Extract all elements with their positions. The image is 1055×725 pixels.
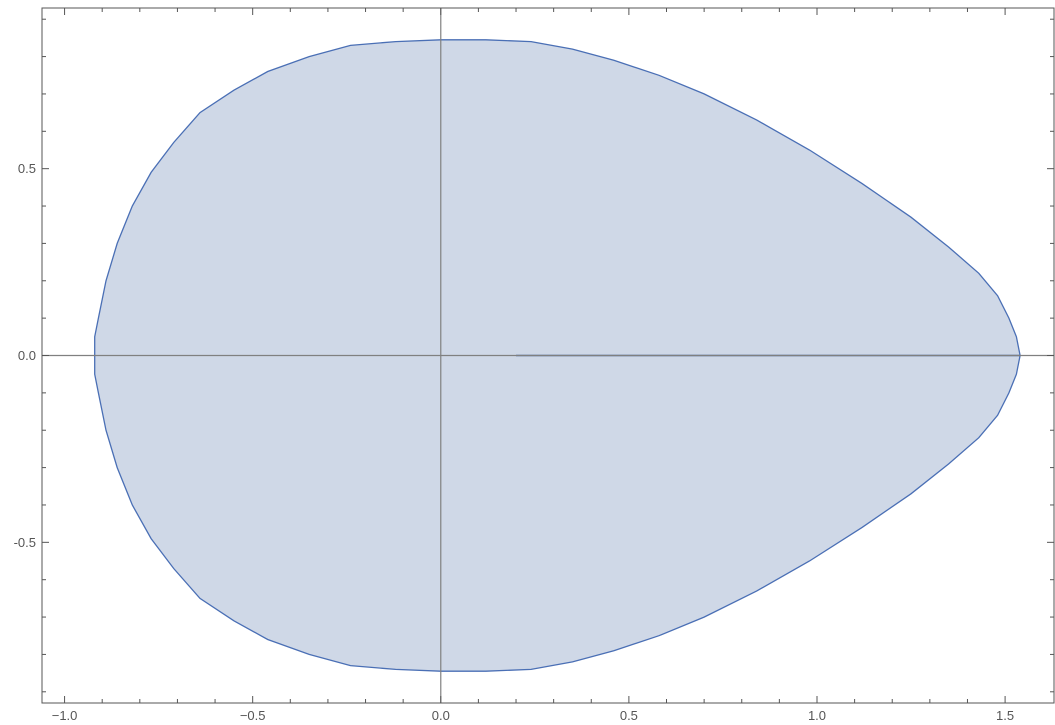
x-tick-label: −0.5: [240, 708, 266, 723]
x-tick-label: 1.0: [808, 708, 826, 723]
x-tick-label: 0.0: [432, 708, 450, 723]
x-tick-label: 0.5: [620, 708, 638, 723]
x-tick-label: −1.0: [52, 708, 78, 723]
tick-marks: [42, 8, 1054, 703]
y-tick-label: 0.5: [18, 161, 36, 176]
tick-labels: −1.0 −0.5 0.0 0.5 1.0 1.5 -0.5 0.0 0.5: [14, 161, 1015, 723]
y-tick-label: 0.0: [18, 348, 36, 363]
y-tick-label: -0.5: [14, 535, 36, 550]
x-tick-label: 1.5: [996, 708, 1014, 723]
